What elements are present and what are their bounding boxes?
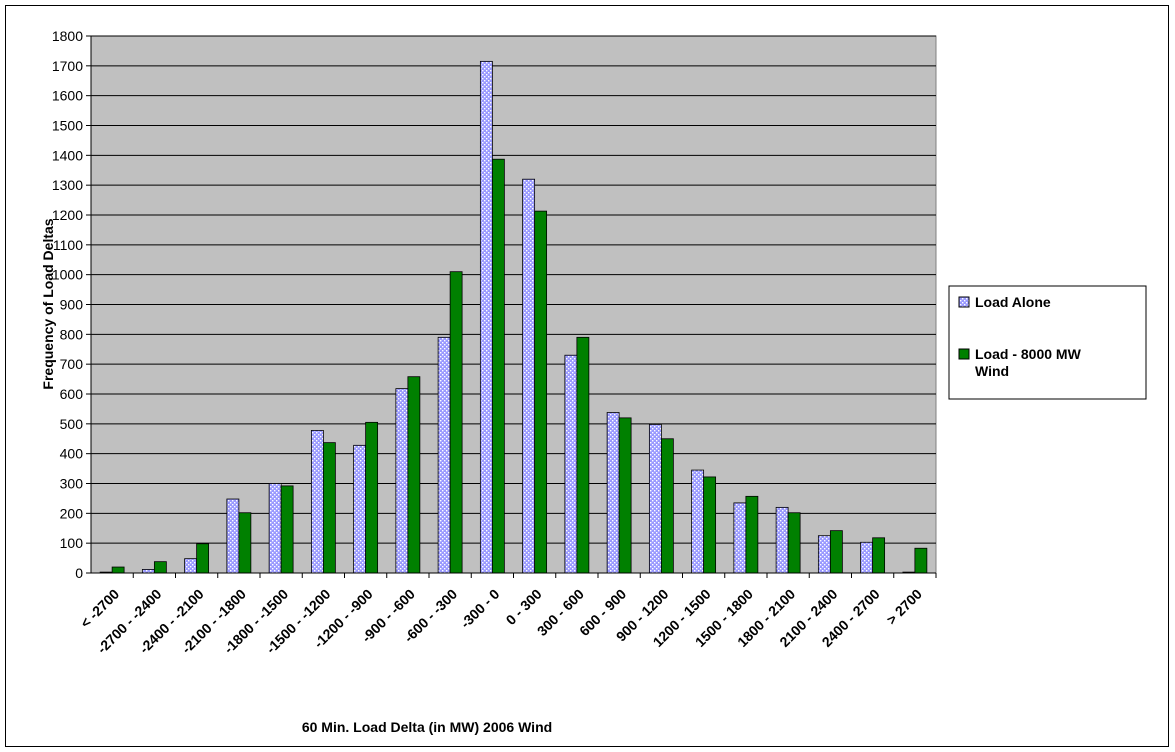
bar-load-alone xyxy=(395,388,409,574)
bar-load-wind xyxy=(576,336,590,574)
x-axis-title: 60 Min. Load Delta (in MW) 2006 Wind xyxy=(302,719,552,735)
y-tick-label: 1800 xyxy=(52,28,83,44)
bar-load-alone xyxy=(226,498,240,574)
bar-load-alone xyxy=(564,354,578,574)
y-tick-label: 300 xyxy=(60,476,84,492)
bar-load-alone xyxy=(606,412,620,574)
bar-load-wind xyxy=(449,271,463,574)
bar-load-alone xyxy=(353,444,367,574)
bar-load-alone xyxy=(141,569,155,574)
bar-chart: 0 100 200 300 400 500 600 700 800 900 1000 1100 1200… xyxy=(40,28,1147,735)
legend-label-load-wind: Load - 8000 MW Wind xyxy=(975,346,1082,379)
bar-load-wind xyxy=(534,210,548,574)
bar-load-wind xyxy=(280,485,294,574)
x-tick-label: -300 - 0 xyxy=(457,586,503,632)
y-tick-label: 200 xyxy=(60,505,84,521)
y-tick-label: 1000 xyxy=(52,267,83,283)
legend-swatch-load-wind xyxy=(958,348,970,360)
bar-load-wind xyxy=(365,421,379,574)
bar-load-wind xyxy=(111,566,125,574)
y-tick-label: 900 xyxy=(60,297,84,313)
y-tick-label: 800 xyxy=(60,326,84,342)
bar-load-alone xyxy=(268,483,282,574)
chart-frame: 0 100 200 300 400 500 600 700 800 900 1000 1100 1200… xyxy=(5,5,1169,747)
x-tick-label: > 2700 xyxy=(883,586,925,628)
y-tick-label: 1400 xyxy=(52,147,83,163)
bars xyxy=(99,60,928,574)
bar-load-wind xyxy=(618,417,632,574)
bar-load-wind xyxy=(745,495,759,574)
bar-load-alone xyxy=(184,558,198,574)
bar-load-wind xyxy=(914,547,928,574)
y-tick-label: 500 xyxy=(60,416,84,432)
bar-load-wind xyxy=(322,442,336,574)
legend-label-load-alone: Load Alone xyxy=(975,294,1051,310)
legend: Load Alone Load - 8000 MW Wind xyxy=(948,285,1147,400)
bar-load-wind xyxy=(787,512,801,574)
y-tick-label: 1500 xyxy=(52,118,83,134)
y-tick-label: 1700 xyxy=(52,58,83,74)
y-tick-label: 600 xyxy=(60,386,84,402)
bar-load-alone xyxy=(479,60,493,574)
legend-box xyxy=(948,285,1147,400)
bar-load-alone xyxy=(648,424,662,574)
legend-swatch-load-alone xyxy=(958,296,970,308)
bar-load-alone xyxy=(691,469,705,574)
bar-load-wind xyxy=(491,158,505,574)
bar-load-alone xyxy=(733,502,747,574)
bar-load-wind xyxy=(829,530,843,574)
bar-load-alone xyxy=(860,541,874,574)
bar-load-wind xyxy=(703,476,717,574)
y-tick-label: 0 xyxy=(75,565,83,581)
bar-load-alone xyxy=(775,506,789,574)
bar-load-alone xyxy=(310,429,324,574)
bar-load-wind xyxy=(660,438,674,574)
axes xyxy=(86,35,937,578)
bar-load-wind xyxy=(196,543,210,574)
bar-load-alone xyxy=(817,535,831,574)
y-tick-labels: 0 100 200 300 400 500 600 700 800 900 1000 1100 1200… xyxy=(52,28,83,581)
bar-load-wind xyxy=(407,376,421,574)
y-tick-label: 100 xyxy=(60,535,84,551)
y-tick-label: 1100 xyxy=(53,237,83,253)
x-tick-labels: < -2700-2700 - -2400-2400 - -2100-2100 -… xyxy=(77,586,925,657)
bar-load-alone xyxy=(437,336,451,574)
y-axis-title: Frequency of Load Deltas xyxy=(40,218,56,389)
bar-load-alone xyxy=(522,178,536,574)
bar-load-wind xyxy=(238,512,252,574)
y-tick-label: 1600 xyxy=(52,88,83,104)
y-tick-label: 1200 xyxy=(52,207,83,223)
bar-load-wind xyxy=(872,537,886,574)
y-tick-label: 700 xyxy=(60,356,84,372)
bar-load-wind xyxy=(153,561,167,574)
y-tick-label: 400 xyxy=(60,446,84,462)
y-tick-label: 1300 xyxy=(52,177,83,193)
